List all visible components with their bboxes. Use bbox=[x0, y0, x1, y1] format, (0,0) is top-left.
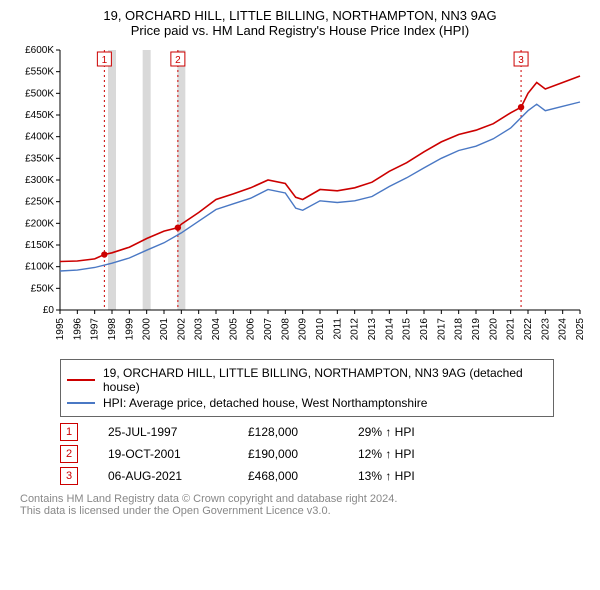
x-tick-label: 2012 bbox=[350, 318, 361, 341]
legend-swatch bbox=[67, 379, 95, 381]
legend-label: HPI: Average price, detached house, West… bbox=[103, 396, 427, 410]
x-tick-label: 2002 bbox=[176, 318, 187, 341]
chart-container: 19, ORCHARD HILL, LITTLE BILLING, NORTHA… bbox=[0, 0, 600, 521]
x-tick-label: 2014 bbox=[384, 318, 395, 341]
x-tick-label: 1995 bbox=[55, 318, 66, 341]
marker-row-date: 06-AUG-2021 bbox=[108, 469, 248, 483]
marker-dot bbox=[101, 251, 107, 257]
legend-row: 19, ORCHARD HILL, LITTLE BILLING, NORTHA… bbox=[67, 366, 547, 394]
x-tick-label: 2006 bbox=[246, 318, 257, 341]
x-tick-label: 2023 bbox=[540, 318, 551, 341]
x-tick-label: 2000 bbox=[142, 318, 153, 341]
x-tick-label: 2022 bbox=[523, 318, 534, 341]
y-tick-label: £550K bbox=[25, 67, 54, 78]
y-tick-label: £300K bbox=[25, 175, 54, 186]
y-tick-label: £500K bbox=[25, 88, 54, 99]
marker-row-hpi: 13% ↑ HPI bbox=[358, 469, 478, 483]
x-tick-label: 2004 bbox=[211, 318, 222, 341]
legend-row: HPI: Average price, detached house, West… bbox=[67, 396, 547, 410]
y-tick-label: £450K bbox=[25, 110, 54, 121]
x-tick-label: 2010 bbox=[315, 318, 326, 341]
x-tick-label: 2003 bbox=[194, 318, 205, 341]
x-tick-label: 2025 bbox=[575, 318, 586, 341]
footer: Contains HM Land Registry data © Crown c… bbox=[20, 493, 590, 517]
x-tick-label: 1998 bbox=[107, 318, 118, 341]
marker-row: 1 25-JUL-1997£128,00029% ↑ HPI bbox=[60, 423, 590, 441]
y-tick-label: £150K bbox=[25, 240, 54, 251]
title-block: 19, ORCHARD HILL, LITTLE BILLING, NORTHA… bbox=[10, 8, 590, 38]
legend-swatch bbox=[67, 402, 95, 404]
marker-row-date: 25-JUL-1997 bbox=[108, 425, 248, 439]
marker-row-date: 19-OCT-2001 bbox=[108, 447, 248, 461]
y-tick-label: £200K bbox=[25, 218, 54, 229]
x-tick-label: 2024 bbox=[558, 318, 569, 341]
marker-row-badge: 2 bbox=[60, 445, 78, 463]
y-tick-label: £0 bbox=[43, 305, 55, 316]
x-tick-label: 1996 bbox=[72, 318, 83, 341]
x-tick-label: 2008 bbox=[280, 318, 291, 341]
marker-row-hpi: 29% ↑ HPI bbox=[358, 425, 478, 439]
x-tick-label: 2013 bbox=[367, 318, 378, 341]
x-tick-label: 2019 bbox=[471, 318, 482, 341]
x-tick-label: 2016 bbox=[419, 318, 430, 341]
x-tick-label: 2011 bbox=[332, 318, 343, 340]
legend: 19, ORCHARD HILL, LITTLE BILLING, NORTHA… bbox=[60, 359, 554, 417]
marker-badge-label: 2 bbox=[175, 55, 181, 66]
x-tick-label: 2018 bbox=[454, 318, 465, 341]
footer-line-1: Contains HM Land Registry data © Crown c… bbox=[20, 493, 590, 505]
marker-dot bbox=[175, 224, 181, 230]
marker-row-hpi: 12% ↑ HPI bbox=[358, 447, 478, 461]
x-tick-label: 2005 bbox=[228, 318, 239, 341]
chart-svg: £0 £50K £100K £150K £200K £250K £300K £350K £400… bbox=[10, 44, 590, 344]
marker-table: 1 25-JUL-1997£128,00029% ↑ HPI 2 19-OCT-200… bbox=[60, 423, 590, 485]
x-tick-label: 2009 bbox=[298, 318, 309, 341]
title-line-2: Price paid vs. HM Land Registry's House … bbox=[10, 23, 590, 38]
marker-badge-label: 1 bbox=[102, 55, 108, 66]
marker-row: 3 06-AUG-2021£468,00013% ↑ HPI bbox=[60, 467, 590, 485]
y-tick-label: £50K bbox=[31, 283, 55, 294]
legend-label: 19, ORCHARD HILL, LITTLE BILLING, NORTHA… bbox=[103, 366, 547, 394]
marker-row-price: £128,000 bbox=[248, 425, 358, 439]
y-tick-label: £600K bbox=[25, 45, 54, 56]
marker-dot bbox=[518, 104, 524, 110]
marker-row-price: £468,000 bbox=[248, 469, 358, 483]
y-tick-label: £100K bbox=[25, 262, 54, 273]
marker-row: 2 19-OCT-2001£190,00012% ↑ HPI bbox=[60, 445, 590, 463]
y-tick-label: £250K bbox=[25, 197, 54, 208]
x-tick-label: 2020 bbox=[488, 318, 499, 341]
y-tick-label: £400K bbox=[25, 132, 54, 143]
footer-line-2: This data is licensed under the Open Gov… bbox=[20, 505, 590, 517]
x-tick-label: 2007 bbox=[263, 318, 274, 341]
title-line-1: 19, ORCHARD HILL, LITTLE BILLING, NORTHA… bbox=[10, 8, 590, 23]
x-tick-label: 2001 bbox=[159, 318, 170, 341]
x-tick-label: 2021 bbox=[506, 318, 517, 341]
marker-badge-label: 3 bbox=[518, 55, 524, 66]
marker-row-badge: 1 bbox=[60, 423, 78, 441]
x-tick-label: 1997 bbox=[90, 318, 101, 341]
plot-bg bbox=[10, 44, 590, 344]
marker-row-badge: 3 bbox=[60, 467, 78, 485]
marker-row-price: £190,000 bbox=[248, 447, 358, 461]
y-tick-label: £350K bbox=[25, 153, 54, 164]
x-tick-label: 1999 bbox=[124, 318, 135, 341]
x-tick-label: 2017 bbox=[436, 318, 447, 341]
plot-area: £0 £50K £100K £150K £200K £250K £300K £350K £400… bbox=[10, 44, 590, 349]
x-tick-label: 2015 bbox=[402, 318, 413, 341]
